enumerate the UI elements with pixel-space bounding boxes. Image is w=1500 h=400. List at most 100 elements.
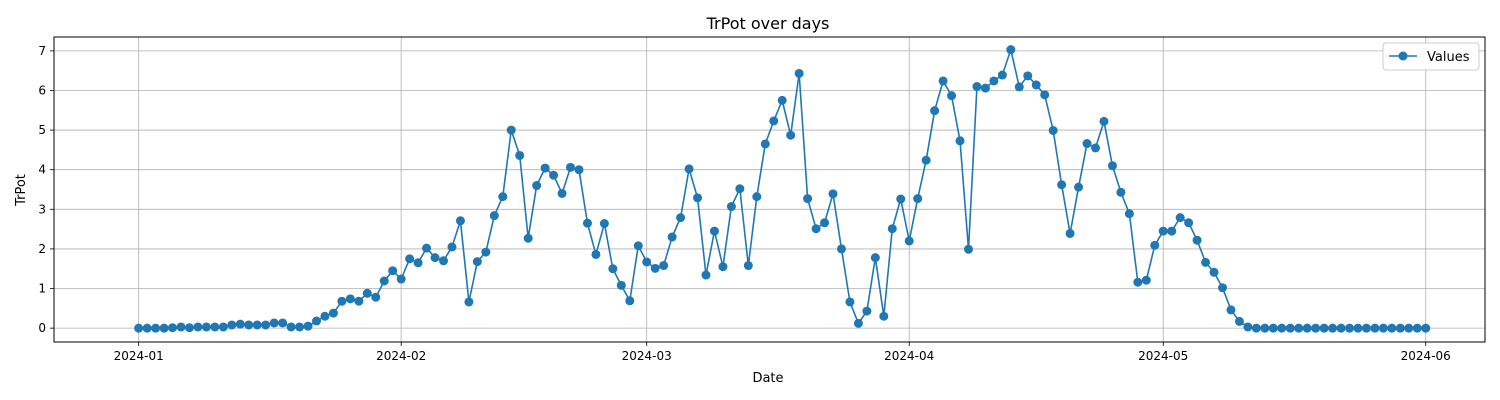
data-point xyxy=(151,323,161,333)
data-point xyxy=(1218,283,1228,293)
data-point xyxy=(896,194,906,204)
data-point xyxy=(887,224,897,234)
data-point xyxy=(489,211,499,221)
data-point xyxy=(921,155,931,165)
data-point xyxy=(176,322,186,332)
y-tick-label: 6 xyxy=(38,83,46,97)
data-point xyxy=(574,165,584,175)
chart-title: TrPot over days xyxy=(706,14,830,33)
data-point xyxy=(269,318,279,328)
data-point xyxy=(218,322,228,332)
data-point xyxy=(481,247,491,257)
data-point xyxy=(388,266,398,276)
data-point xyxy=(252,320,262,330)
data-point xyxy=(303,321,313,331)
data-point xyxy=(506,125,516,135)
data-point xyxy=(557,188,567,198)
data-point xyxy=(1065,228,1075,238)
data-point xyxy=(464,297,474,307)
x-axis-label: Date xyxy=(752,371,783,386)
y-tick-label: 2 xyxy=(38,242,46,256)
data-point xyxy=(1031,80,1041,90)
data-point xyxy=(718,262,728,272)
data-point xyxy=(1311,323,1321,333)
data-point xyxy=(1209,267,1219,277)
data-point xyxy=(134,323,144,333)
data-point xyxy=(210,322,220,332)
data-point xyxy=(523,233,533,243)
data-point xyxy=(345,294,355,304)
data-point xyxy=(803,194,813,204)
y-tick-label: 3 xyxy=(38,202,46,216)
data-point xyxy=(760,139,770,149)
data-point xyxy=(1184,218,1194,228)
data-point xyxy=(379,276,389,286)
data-point xyxy=(1268,323,1278,333)
data-point xyxy=(362,288,372,298)
data-point xyxy=(1294,323,1304,333)
data-point xyxy=(405,254,415,264)
data-point xyxy=(591,249,601,259)
data-point xyxy=(1150,240,1160,250)
series-line xyxy=(138,46,1426,329)
data-point xyxy=(642,257,652,267)
grid xyxy=(54,37,1485,342)
data-point xyxy=(726,202,736,212)
y-tick-label: 4 xyxy=(38,163,46,177)
x-axis-ticks: 2024-01 2024-02 2024-03 2024-04 2024-05 2024-… xyxy=(114,342,1451,363)
data-point xyxy=(980,83,990,93)
data-point xyxy=(1370,323,1380,333)
data-point xyxy=(845,297,855,307)
data-point xyxy=(244,320,254,330)
data-point xyxy=(1057,180,1067,190)
data-point xyxy=(1387,323,1397,333)
data-point xyxy=(286,322,296,332)
data-point xyxy=(955,136,965,146)
data-point xyxy=(1319,323,1329,333)
data-point xyxy=(295,322,305,332)
data-point xyxy=(769,116,779,126)
data-point xyxy=(1192,235,1202,245)
data-point xyxy=(997,70,1007,80)
data-point xyxy=(1243,322,1253,332)
data-point xyxy=(828,189,838,199)
data-point xyxy=(870,253,880,263)
data-point xyxy=(1091,143,1100,153)
x-tick-label: 2024-03 xyxy=(622,349,672,363)
data-point xyxy=(1201,257,1211,267)
data-point xyxy=(1404,323,1414,333)
legend-marker-swatch xyxy=(1398,51,1408,61)
x-tick-label: 2024-01 xyxy=(114,349,164,363)
data-point xyxy=(1124,209,1134,219)
data-point xyxy=(947,91,957,101)
data-point xyxy=(455,216,465,226)
data-point xyxy=(794,68,804,78)
data-point xyxy=(608,264,618,274)
data-point xyxy=(1048,125,1058,135)
x-tick-label: 2024-06 xyxy=(1401,349,1451,363)
data-point xyxy=(1234,316,1244,326)
y-axis-label: TrPot xyxy=(14,174,29,207)
data-point xyxy=(311,316,321,326)
data-point xyxy=(1116,187,1126,197)
data-point xyxy=(1260,323,1270,333)
data-point xyxy=(938,76,948,86)
data-point xyxy=(836,244,846,254)
data-point xyxy=(1099,116,1109,126)
data-point xyxy=(904,236,914,246)
data-point xyxy=(1133,277,1143,287)
data-point xyxy=(930,106,940,116)
data-point xyxy=(1361,323,1371,333)
data-point xyxy=(159,323,169,333)
data-point xyxy=(1302,323,1312,333)
data-point xyxy=(566,162,576,172)
data-point xyxy=(168,323,178,333)
plot-frame xyxy=(53,36,1486,343)
data-point xyxy=(396,274,406,284)
data-point xyxy=(684,164,694,174)
data-point xyxy=(709,226,719,236)
data-point xyxy=(777,95,787,105)
data-point xyxy=(1040,90,1050,100)
data-point xyxy=(1226,305,1236,315)
